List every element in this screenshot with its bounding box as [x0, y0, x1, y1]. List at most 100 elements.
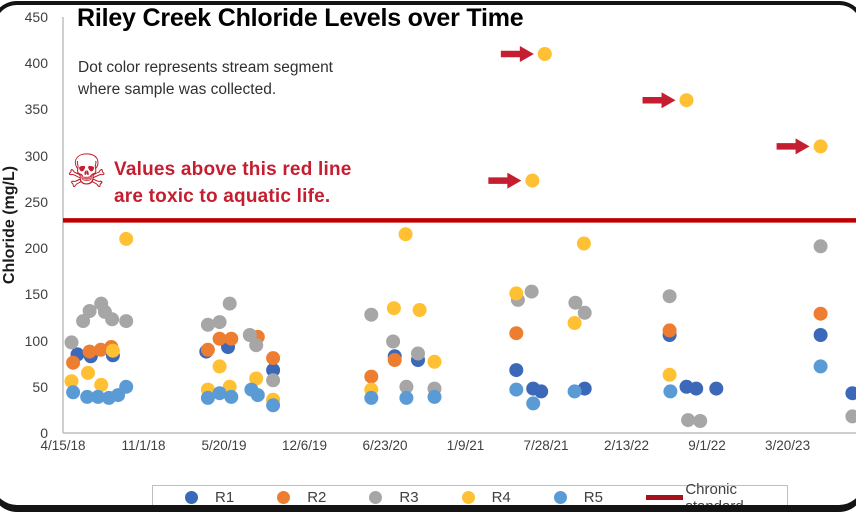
data-point-R5: [212, 386, 227, 401]
legend-label: R4: [491, 489, 511, 506]
data-point-R5: [364, 390, 379, 405]
y-tick-label: 100: [24, 332, 48, 349]
y-tick-label: 400: [24, 55, 48, 72]
x-tick-label: 6/23/20: [362, 438, 408, 453]
data-point-R3: [845, 409, 856, 424]
subtitle-line-1: Dot color represents stream segment: [78, 59, 333, 76]
data-point-R2: [200, 342, 215, 357]
data-point-R3: [577, 305, 592, 320]
x-tick-label: 7/28/21: [523, 438, 569, 453]
legend-label: Chronic standard: [685, 480, 744, 515]
data-point-R3: [386, 334, 401, 349]
data-point-R5: [266, 398, 281, 413]
data-point-R3: [105, 312, 120, 327]
data-point-R3: [693, 414, 708, 428]
data-point-R5: [200, 390, 215, 405]
data-point-R5: [509, 382, 524, 397]
title-stream-name: Riley Creek: [77, 4, 211, 32]
y-tick-label: 450: [24, 9, 48, 25]
x-tick-label: 9/1/22: [688, 438, 726, 453]
data-point-R5: [66, 385, 81, 400]
title-rest: Chloride Levels over Time: [211, 4, 524, 32]
data-point-R4: [537, 47, 552, 61]
y-tick-label: 300: [24, 147, 48, 164]
data-point-R1: [845, 386, 856, 401]
data-point-R4: [81, 365, 95, 380]
data-point-R5: [567, 384, 582, 399]
data-point-R2: [224, 331, 239, 346]
x-tick-label: 1/9/21: [446, 438, 485, 453]
skull-crossbones-icon: ☠: [66, 144, 108, 198]
legend-line-swatch-icon: [645, 495, 684, 500]
legend-label: R3: [399, 489, 419, 506]
data-point-R4: [249, 371, 264, 386]
data-point-R3: [212, 315, 227, 330]
chart-legend: R1 R2 R3 R4 R5 Chronic standard: [152, 481, 788, 515]
legend-item-R4: R4: [461, 489, 511, 506]
chart-subtitle: Dot color represents stream segment wher…: [78, 57, 333, 102]
data-point-R3: [119, 314, 134, 329]
data-point-R2: [93, 342, 108, 357]
data-point-R4: [567, 316, 582, 330]
data-point-R2: [82, 344, 97, 359]
data-point-R5: [250, 388, 265, 403]
legend-item-R1: R1: [185, 489, 234, 506]
data-point-R5: [663, 384, 678, 399]
legend-dot-icon: [185, 491, 198, 504]
data-point-R3: [568, 295, 583, 310]
y-axis-title: Chloride (mg/L): [1, 165, 18, 285]
legend-item-chronic-standard: Chronic standard: [645, 480, 787, 515]
callout-arrow-head-icon: [519, 45, 534, 62]
data-point-R2: [509, 326, 524, 341]
data-point-R2: [387, 353, 402, 367]
legend-label: R2: [307, 489, 327, 506]
y-tick-label: 350: [24, 101, 48, 118]
x-tick-label: 5/20/19: [201, 438, 247, 453]
toxicity-annotation-line-1: Values above this red line: [114, 159, 352, 180]
toxicity-annotation-line-2: are toxic to aquatic life.: [114, 185, 331, 207]
callout-arrow-head-icon: [661, 92, 676, 109]
x-tick-label: 11/1/18: [121, 438, 166, 453]
data-point-R5: [526, 396, 541, 411]
callout-arrow-head-icon: [795, 138, 810, 155]
y-tick-label: 150: [24, 286, 48, 303]
data-point-R4: [679, 93, 694, 108]
callout-arrow-head-icon: [507, 172, 522, 189]
data-point-R2: [212, 331, 227, 346]
data-point-R4: [64, 374, 79, 389]
x-tick-label: 12/6/19: [281, 438, 328, 453]
data-point-R4: [813, 139, 828, 154]
page-title: Riley Creek Chloride Levels over Time: [77, 4, 524, 33]
subtitle-line-2: where sample was collected.: [78, 81, 277, 99]
data-point-R3: [813, 239, 828, 254]
data-point-R4: [427, 354, 442, 369]
data-point-R4: [105, 343, 120, 358]
data-point-R3: [76, 314, 91, 329]
data-point-R2: [662, 323, 677, 338]
y-tick-label: 250: [24, 193, 48, 210]
data-point-R3: [200, 317, 215, 332]
legend-label: R1: [215, 489, 235, 506]
data-point-R5: [224, 389, 239, 404]
data-point-R4: [212, 359, 227, 374]
data-point-R3: [399, 379, 414, 394]
data-point-R2: [813, 306, 828, 321]
data-point-R4: [509, 286, 524, 301]
data-point-R4: [398, 227, 413, 242]
data-point-R2: [66, 355, 81, 370]
data-point-R3: [222, 296, 237, 311]
data-point-R5: [399, 390, 414, 405]
data-point-R4: [576, 236, 591, 251]
data-point-R4: [386, 301, 401, 316]
data-point-R3: [242, 328, 257, 342]
legend-label: R5: [583, 489, 603, 506]
data-point-R5: [80, 389, 95, 404]
data-point-R3: [524, 284, 539, 299]
y-tick-label: 0: [40, 425, 48, 441]
legend-dot-icon: [369, 491, 383, 504]
data-point-R5: [91, 389, 105, 404]
legend-item-R2: R2: [277, 489, 326, 506]
toxicity-annotation: Values above this red line are toxic to …: [114, 157, 352, 210]
